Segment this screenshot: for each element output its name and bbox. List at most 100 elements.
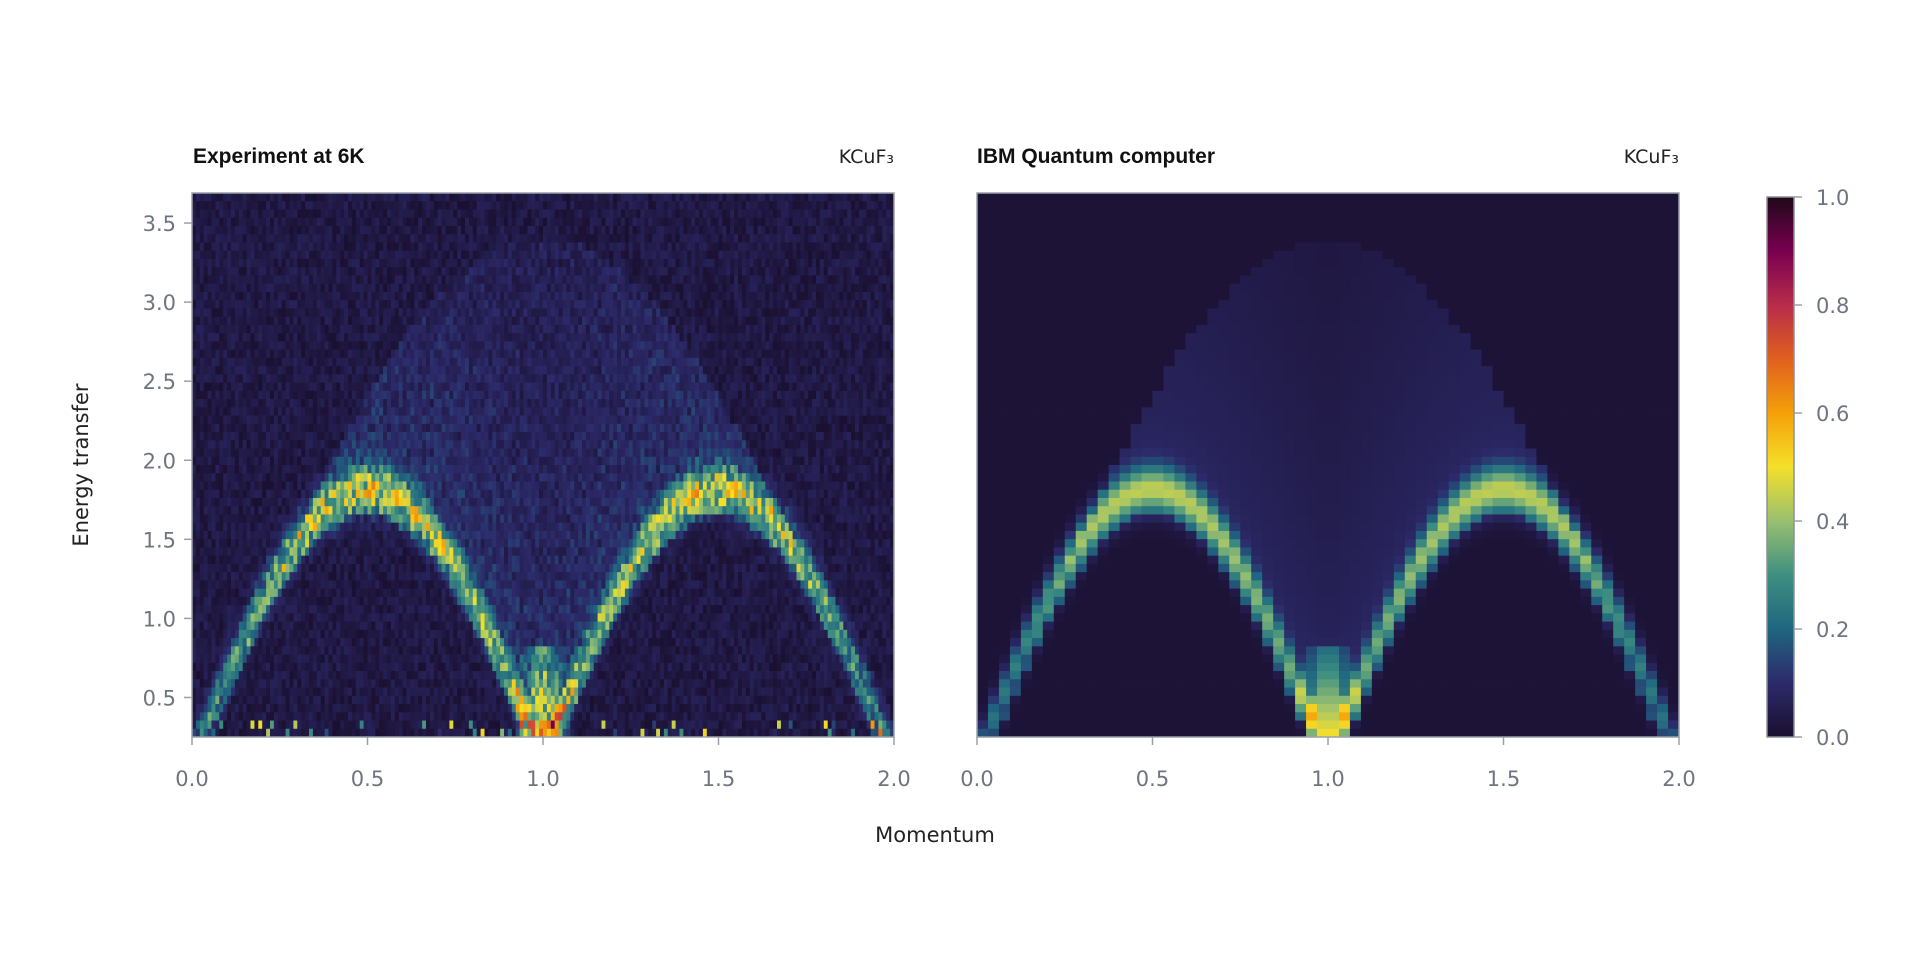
heatmap-cell <box>274 242 278 251</box>
heatmap-cell <box>812 325 816 334</box>
heatmap-cell <box>734 284 738 293</box>
heatmap-cell <box>375 325 379 334</box>
heatmap-cell <box>477 234 481 243</box>
heatmap-cell <box>707 209 711 218</box>
heatmap-cell <box>219 226 223 235</box>
heatmap-cell <box>637 226 641 235</box>
heatmap-cell <box>516 383 520 392</box>
heatmap-cell <box>488 234 492 243</box>
heatmap-cell <box>329 209 333 218</box>
heatmap-cell <box>804 209 808 218</box>
heatmap-cell <box>672 391 676 400</box>
heatmap-cell <box>793 292 797 301</box>
heatmap-cell <box>430 317 434 326</box>
heatmap-cell <box>769 358 773 367</box>
heatmap-cell <box>765 308 769 317</box>
heatmap-cell <box>344 275 348 284</box>
heatmap-cell <box>262 193 266 202</box>
heatmap-cell <box>473 267 477 276</box>
heatmap-cell <box>808 383 812 392</box>
heatmap-cell <box>293 350 297 359</box>
heatmap-cell <box>566 242 570 251</box>
heatmap-cell <box>867 193 871 202</box>
heatmap-cell <box>379 226 383 235</box>
heatmap-cell <box>722 259 726 268</box>
heatmap-cell <box>730 399 734 408</box>
heatmap-cell <box>496 350 500 359</box>
heatmap-cell <box>196 259 200 268</box>
heatmap-cell <box>676 218 680 227</box>
heatmap-cell <box>387 275 391 284</box>
heatmap-cell <box>773 242 777 251</box>
heatmap-cell <box>820 383 824 392</box>
heatmap-cell <box>200 317 204 326</box>
heatmap-cell <box>644 416 648 425</box>
heatmap-cell <box>758 275 762 284</box>
heatmap-cell <box>461 259 465 268</box>
heatmap-cell <box>325 259 329 268</box>
heatmap-cell <box>274 333 278 342</box>
heatmap-cell <box>734 259 738 268</box>
heatmap-cell <box>871 374 875 383</box>
heatmap-cell <box>403 350 407 359</box>
heatmap-cell <box>469 218 473 227</box>
heatmap-cell <box>586 300 590 309</box>
heatmap-cell <box>765 234 769 243</box>
heatmap-cell <box>633 383 637 392</box>
heatmap-cell <box>761 284 765 293</box>
heatmap-cell <box>352 416 356 425</box>
heatmap-cell <box>325 300 329 309</box>
heatmap-cell <box>664 226 668 235</box>
heatmap-cell <box>539 325 543 334</box>
heatmap-cell <box>625 407 629 416</box>
heatmap-cell <box>758 292 762 301</box>
heatmap-cell <box>282 300 286 309</box>
heatmap-cell <box>535 317 539 326</box>
heatmap-cell <box>617 267 621 276</box>
heatmap-cell <box>348 407 352 416</box>
heatmap-cell <box>477 209 481 218</box>
heatmap-cell <box>867 259 871 268</box>
heatmap-cell <box>469 350 473 359</box>
heatmap-cell <box>882 284 886 293</box>
heatmap-cell <box>223 317 227 326</box>
heatmap-cell <box>520 416 524 425</box>
heatmap-cell <box>785 308 789 317</box>
heatmap-cell <box>266 300 270 309</box>
heatmap-cell <box>204 259 208 268</box>
heatmap-cell <box>297 284 301 293</box>
heatmap-cell <box>703 399 707 408</box>
heatmap-cell <box>223 218 227 227</box>
heatmap-cell <box>551 374 555 383</box>
heatmap-cell <box>594 383 598 392</box>
heatmap-cell <box>843 201 847 210</box>
heatmap-cell <box>555 374 559 383</box>
heatmap-cell <box>746 358 750 367</box>
heatmap-cell <box>699 391 703 400</box>
heatmap-cell <box>707 284 711 293</box>
heatmap-cell <box>563 391 567 400</box>
heatmap-cell <box>348 374 352 383</box>
heatmap-cell <box>208 226 212 235</box>
heatmap-cell <box>274 218 278 227</box>
heatmap-cell <box>488 391 492 400</box>
heatmap-cell <box>235 374 239 383</box>
heatmap-cell <box>535 325 539 334</box>
heatmap-cell <box>332 416 336 425</box>
heatmap-cell <box>750 201 754 210</box>
heatmap-cell <box>609 341 613 350</box>
heatmap-cell <box>820 366 824 375</box>
heatmap-cell <box>602 383 606 392</box>
heatmap-cell <box>820 333 824 342</box>
heatmap-cell <box>574 234 578 243</box>
heatmap-cell <box>254 407 258 416</box>
heatmap-cell <box>309 259 313 268</box>
heatmap-cell <box>605 333 609 342</box>
heatmap-cell <box>266 259 270 268</box>
heatmap-cell <box>364 218 368 227</box>
heatmap-cell <box>407 366 411 375</box>
heatmap-cell <box>258 201 262 210</box>
heatmap-cell <box>465 333 469 342</box>
heatmap-cell <box>340 341 344 350</box>
heatmap-cell <box>559 383 563 392</box>
